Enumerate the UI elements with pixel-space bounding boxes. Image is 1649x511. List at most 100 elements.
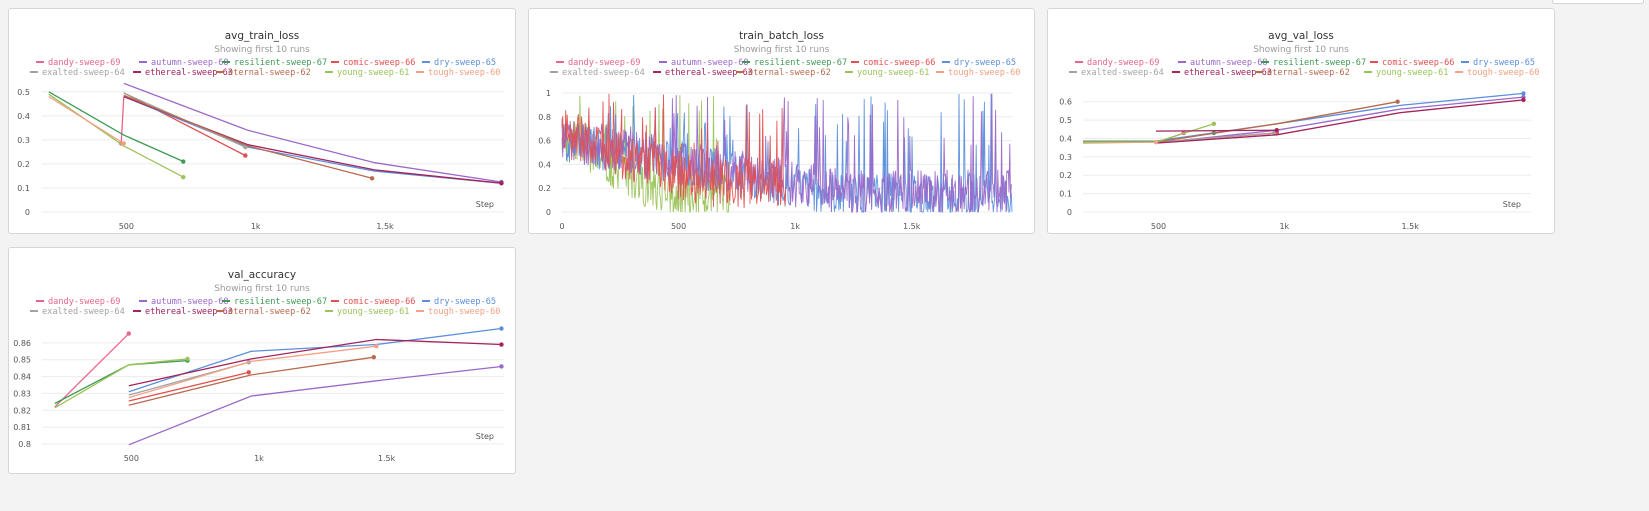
legend-item[interactable]: dandy-sweep-69	[36, 58, 120, 68]
legend-item[interactable]: exalted-sweep-64	[550, 68, 645, 78]
series-line-eternal-sweep-62[interactable]	[1155, 101, 1398, 143]
legend-item[interactable]: comic-sweep-66	[331, 297, 415, 307]
legend-swatch	[133, 309, 141, 312]
series-line-tough-sweep-60[interactable]	[128, 345, 377, 399]
legend-label: dandy-sweep-69	[48, 297, 121, 307]
legend-item[interactable]: resilient-sweep-67	[1261, 58, 1366, 68]
legend: dandy-sweep-69 autumn-sweep-68 resilient-s…	[9, 58, 515, 80]
legend-label: resilient-sweep-67	[234, 297, 328, 307]
legend-item[interactable]: tough-sweep-60	[416, 307, 500, 317]
y-tick-label: 0.4	[17, 112, 30, 121]
legend-item[interactable]: tough-sweep-60	[936, 68, 1020, 78]
legend-item[interactable]: comic-sweep-66	[331, 58, 415, 68]
legend-item[interactable]: dry-sweep-65	[422, 58, 496, 68]
series-line-resilient-sweep-67[interactable]	[54, 359, 188, 405]
series-line-comic-sweep-66[interactable]	[561, 93, 787, 209]
series-line-ethereal-sweep-63[interactable]	[1155, 99, 1524, 144]
legend-item[interactable]: young-sweep-61	[325, 307, 409, 317]
legend-item[interactable]: resilient-sweep-67	[222, 58, 327, 68]
legend-item[interactable]: exalted-sweep-64	[1069, 68, 1164, 78]
series-line-eternal-sweep-62[interactable]	[128, 356, 374, 406]
y-tick-label: 0.86	[13, 339, 31, 348]
legend-item[interactable]: dry-sweep-65	[422, 297, 496, 307]
legend-item[interactable]: ethereal-sweep-63	[133, 68, 233, 78]
legend-label: resilient-sweep-67	[234, 58, 328, 68]
legend-item[interactable]: dry-sweep-65	[1461, 58, 1535, 68]
legend-item[interactable]: dry-sweep-65	[942, 58, 1016, 68]
legend-label: autumn-sweep-68	[151, 297, 229, 307]
legend-swatch	[550, 70, 558, 73]
series-line-exalted-sweep-64[interactable]	[1155, 132, 1275, 143]
series-line-dry-sweep-65[interactable]	[128, 327, 502, 393]
series-line-young-sweep-61[interactable]	[48, 93, 184, 178]
chart-subtitle: Showing first 10 runs	[214, 45, 310, 55]
legend-item[interactable]: young-sweep-61	[1364, 68, 1448, 78]
legend-item[interactable]: autumn-sweep-68	[1178, 58, 1268, 68]
legend-item[interactable]: exalted-sweep-64	[30, 307, 125, 317]
legend-item[interactable]: young-sweep-61	[845, 68, 929, 78]
series-line-ethereal-sweep-63[interactable]	[128, 338, 502, 387]
legend-item[interactable]: ethereal-sweep-63	[1172, 68, 1272, 78]
top-right-control[interactable]	[1552, 0, 1644, 4]
legend-item[interactable]: eternal-sweep-62	[216, 68, 311, 78]
series-line-resilient-sweep-67[interactable]	[48, 91, 184, 163]
x-tick-label: 1.5k	[1402, 222, 1420, 231]
legend-label: tough-sweep-60	[428, 307, 501, 317]
series-endpoint-marker	[499, 342, 504, 347]
y-tick-label: 0.2	[1059, 171, 1072, 180]
legend-swatch	[653, 70, 661, 73]
legend: dandy-sweep-69 autumn-sweep-68 resilient-s…	[9, 297, 515, 319]
x-axis-label: Step	[476, 200, 494, 209]
x-tick-label: 1.5k	[903, 222, 921, 231]
legend-item[interactable]: resilient-sweep-67	[222, 297, 327, 307]
x-tick-label: 1k	[254, 454, 264, 463]
series-line-dandy-sweep-69[interactable]	[54, 333, 130, 408]
legend-swatch	[325, 70, 333, 73]
legend-label: dandy-sweep-69	[48, 58, 121, 68]
x-axis-label: Step	[476, 432, 494, 441]
legend-item[interactable]: ethereal-sweep-63	[133, 307, 233, 317]
legend-item[interactable]: tough-sweep-60	[416, 68, 500, 78]
legend-item[interactable]: eternal-sweep-62	[216, 307, 311, 317]
series-line-autumn-sweep-68[interactable]	[1155, 96, 1524, 144]
legend-item[interactable]: autumn-sweep-68	[139, 297, 229, 307]
series-line-comic-sweep-66[interactable]	[128, 371, 249, 402]
legend-label: ethereal-sweep-63	[145, 68, 233, 78]
series-line-ethereal-sweep-63[interactable]	[1155, 129, 1277, 132]
legend-item[interactable]: dandy-sweep-69	[1075, 58, 1159, 68]
legend-swatch	[139, 299, 147, 302]
legend-item[interactable]: tough-sweep-60	[1455, 68, 1539, 78]
legend-item[interactable]: autumn-sweep-68	[659, 58, 749, 68]
legend-label: exalted-sweep-64	[1081, 68, 1164, 78]
chart-title: train_batch_loss	[739, 30, 824, 42]
series-endpoint-marker	[371, 354, 377, 360]
legend-item[interactable]: ethereal-sweep-63	[653, 68, 753, 78]
legend-item[interactable]: resilient-sweep-67	[742, 58, 847, 68]
legend-swatch	[331, 299, 339, 302]
legend-label: exalted-sweep-64	[42, 307, 125, 317]
series-line-dandy-sweep-69[interactable]	[120, 96, 125, 144]
y-tick-label: 0.2	[17, 160, 30, 169]
legend-item[interactable]: exalted-sweep-64	[30, 68, 125, 78]
legend-item[interactable]: eternal-sweep-62	[736, 68, 831, 78]
legend-swatch	[556, 60, 564, 63]
legend-item[interactable]: autumn-sweep-68	[139, 58, 229, 68]
series-endpoint-marker	[246, 370, 251, 375]
legend-item[interactable]: young-sweep-61	[325, 68, 409, 78]
series-line-autumn-sweep-68[interactable]	[123, 82, 502, 183]
legend-item[interactable]: eternal-sweep-62	[1255, 68, 1350, 78]
legend: dandy-sweep-69 autumn-sweep-68 resilient-s…	[1048, 58, 1554, 80]
legend-item[interactable]: comic-sweep-66	[1370, 58, 1454, 68]
series-line-eternal-sweep-62[interactable]	[123, 94, 373, 179]
y-tick-label: 0.4	[1059, 134, 1072, 143]
legend-item[interactable]: dandy-sweep-69	[556, 58, 640, 68]
legend-item[interactable]: dandy-sweep-69	[36, 297, 120, 307]
series-line-autumn-sweep-68[interactable]	[128, 365, 502, 446]
series-endpoint-marker	[1521, 97, 1526, 103]
legend-item[interactable]: comic-sweep-66	[851, 58, 935, 68]
series-line-tough-sweep-60[interactable]	[48, 96, 125, 145]
series-endpoint-marker	[185, 356, 190, 362]
series-endpoint-marker	[499, 180, 504, 186]
series-line-young-sweep-61[interactable]	[54, 358, 188, 409]
series-endpoint-marker	[1395, 99, 1400, 104]
